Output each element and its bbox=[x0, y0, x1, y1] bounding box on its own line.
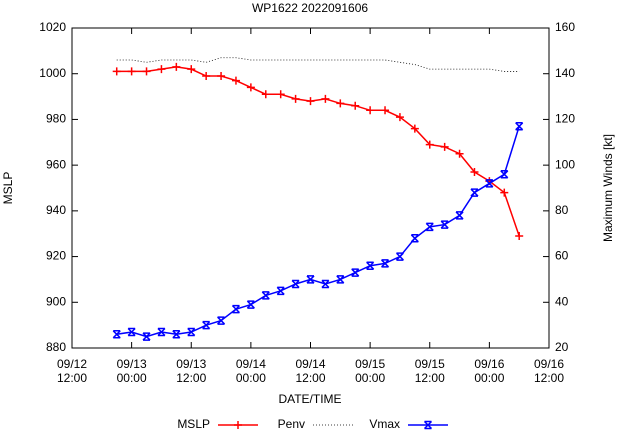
x-tick-label: 09/16 12:00 bbox=[533, 357, 565, 385]
marker bbox=[231, 304, 240, 314]
marker bbox=[500, 170, 509, 179]
marker bbox=[515, 232, 524, 240]
marker bbox=[231, 76, 240, 85]
plot-frame bbox=[71, 27, 550, 349]
marker bbox=[395, 252, 404, 261]
marker bbox=[142, 332, 151, 341]
y2-tick-label: 60 bbox=[555, 249, 569, 263]
x-tick-label: 09/15 00:00 bbox=[355, 357, 386, 385]
legend-label: MSLP bbox=[177, 417, 210, 431]
x-axis-label: DATE/TIME bbox=[278, 392, 341, 406]
marker bbox=[112, 67, 121, 76]
marker bbox=[485, 179, 494, 188]
marker bbox=[306, 97, 315, 106]
x-tick-label: 09/14 12:00 bbox=[295, 357, 326, 385]
marker bbox=[470, 168, 479, 176]
y-tick-label: 900 bbox=[46, 294, 66, 308]
y2-tick-label: 140 bbox=[555, 66, 575, 80]
y2-tick-label: 40 bbox=[555, 294, 569, 308]
x-tick-label: 09/16 00:00 bbox=[474, 357, 505, 385]
y2-axis-label: Maximum Winds [kt] bbox=[601, 134, 615, 242]
y2-tick-label: 160 bbox=[555, 20, 575, 34]
marker bbox=[395, 113, 404, 122]
y-tick-label: 1020 bbox=[39, 20, 66, 34]
y2-tick-label: 120 bbox=[555, 112, 575, 126]
x-tick-label: 09/13 12:00 bbox=[176, 357, 207, 385]
marker bbox=[366, 106, 375, 115]
marker bbox=[246, 300, 255, 309]
y2-tick-label: 100 bbox=[555, 157, 575, 171]
marker bbox=[261, 291, 270, 300]
marker bbox=[336, 99, 345, 108]
y2-tick-label: 80 bbox=[555, 203, 569, 217]
marker bbox=[217, 72, 226, 80]
y-tick-label: 920 bbox=[46, 249, 66, 263]
x-tick-label: 09/15 12:00 bbox=[414, 357, 445, 385]
marker bbox=[202, 72, 211, 80]
marker bbox=[291, 94, 300, 103]
marker bbox=[410, 234, 419, 243]
marker bbox=[425, 222, 434, 232]
marker bbox=[366, 261, 375, 270]
marker bbox=[455, 211, 464, 220]
y-axis-label: MSLP bbox=[1, 172, 15, 205]
marker bbox=[425, 140, 434, 149]
chart-title: WP1622 2022091606 bbox=[252, 1, 368, 15]
marker bbox=[157, 327, 166, 337]
marker bbox=[306, 275, 315, 284]
y-tick-label: 1000 bbox=[39, 66, 66, 80]
series-line bbox=[116, 66, 520, 237]
marker bbox=[321, 279, 330, 289]
marker bbox=[381, 259, 390, 268]
y-tick-label: 980 bbox=[46, 112, 66, 126]
marker bbox=[470, 188, 479, 197]
marker bbox=[202, 320, 211, 330]
y2-tick-label: 20 bbox=[555, 340, 569, 354]
marker bbox=[276, 90, 285, 99]
legend-label: Vmax bbox=[369, 417, 400, 431]
marker bbox=[351, 101, 360, 110]
marker bbox=[127, 67, 136, 76]
marker bbox=[246, 83, 255, 92]
x-tick-label: 09/14 00:00 bbox=[235, 357, 266, 385]
series-line bbox=[116, 126, 520, 338]
y-tick-label: 940 bbox=[46, 203, 66, 217]
marker bbox=[440, 142, 449, 151]
marker bbox=[142, 67, 151, 76]
marker bbox=[157, 65, 166, 74]
marker bbox=[515, 122, 524, 131]
y-tick-label: 960 bbox=[46, 157, 66, 171]
x-tick-label: 09/13 00:00 bbox=[116, 357, 147, 385]
marker bbox=[127, 327, 136, 337]
marker bbox=[172, 330, 181, 339]
marker bbox=[291, 279, 300, 289]
marker bbox=[440, 220, 449, 229]
legend-label: Penv bbox=[278, 417, 305, 431]
marker bbox=[187, 65, 196, 74]
legend-marker bbox=[234, 421, 242, 429]
legend-marker bbox=[423, 420, 433, 430]
marker bbox=[172, 62, 181, 71]
marker bbox=[187, 327, 196, 337]
marker bbox=[321, 94, 330, 103]
marker bbox=[261, 90, 270, 99]
y-tick-label: 880 bbox=[46, 340, 66, 354]
marker bbox=[500, 188, 509, 197]
marker bbox=[455, 149, 464, 158]
marker bbox=[381, 106, 390, 115]
marker bbox=[351, 268, 360, 277]
marker bbox=[276, 286, 285, 296]
marker bbox=[112, 330, 121, 339]
x-tick-label: 09/12 12:00 bbox=[56, 357, 88, 385]
marker bbox=[410, 124, 419, 133]
marker bbox=[336, 275, 345, 284]
marker bbox=[217, 316, 226, 325]
